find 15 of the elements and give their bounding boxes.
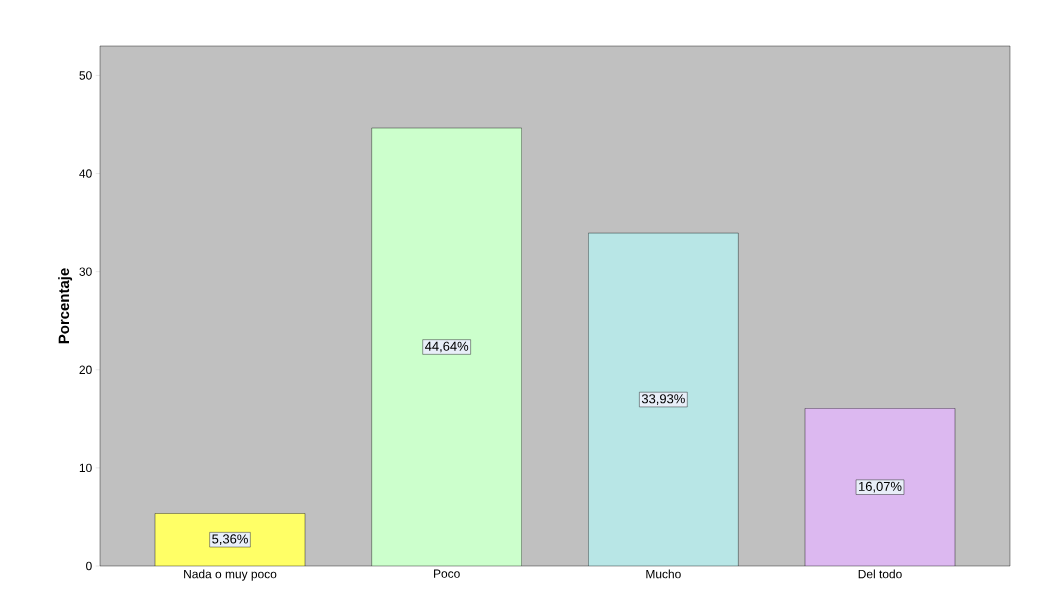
data-label: 16,07% xyxy=(859,481,902,493)
x-tick-label: Mucho xyxy=(646,569,681,579)
x-tick-label: Poco xyxy=(434,569,460,578)
data-label: 5,36% xyxy=(212,534,248,546)
y-tick-label: 0 xyxy=(86,561,92,571)
y-tick-label: 20 xyxy=(79,365,92,374)
y-tick-label: 10 xyxy=(79,463,92,473)
y-axis-title: Porcentaje xyxy=(58,268,73,344)
data-label: 33,93% xyxy=(641,394,685,405)
y-tick-label: 40 xyxy=(79,169,92,178)
y-tick-label: 50 xyxy=(79,71,92,80)
x-tick-label: Nada o muy poco xyxy=(184,569,277,581)
data-label: 44,64% xyxy=(425,341,469,353)
x-tick-label: Del todo xyxy=(858,569,902,579)
y-tick-label: 30 xyxy=(79,267,92,276)
